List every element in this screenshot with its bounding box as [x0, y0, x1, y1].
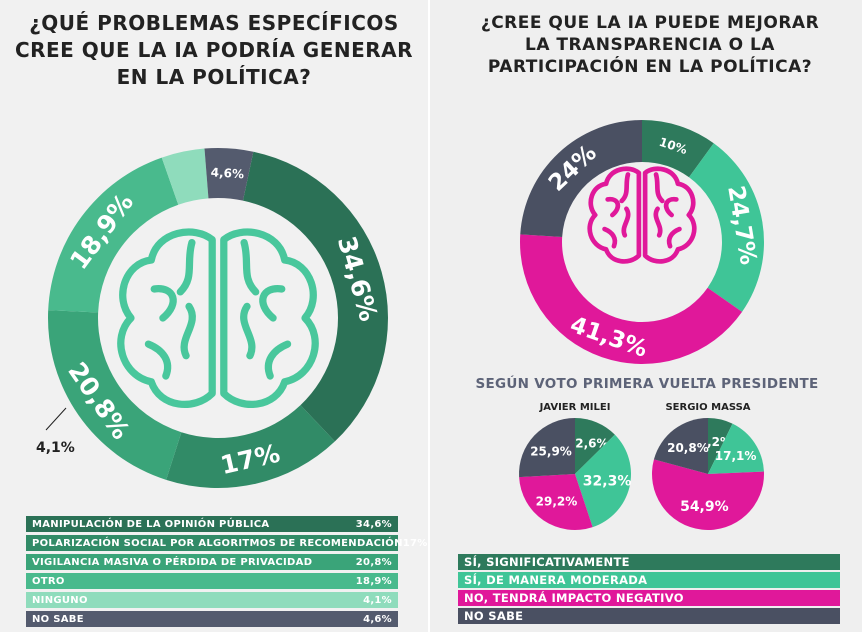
slice-2: [689, 143, 764, 312]
legend-row: SÍ, DE MANERA MODERADA: [458, 572, 840, 588]
slice-3: [519, 474, 593, 530]
legend-row: NO SABE: [458, 608, 840, 624]
title-line: LA TRANSPARENCIA O LA: [525, 35, 775, 55]
legend-row: NINGUNO 4,1%: [26, 592, 398, 608]
legend-label: OTRO: [32, 575, 65, 587]
slice-label-3: 29,2%: [536, 494, 578, 508]
legend-label: SÍ, DE MANERA MODERADA: [464, 573, 648, 587]
legend-row: POLARIZACIÓN SOCIAL POR ALGORITMOS DE RE…: [26, 535, 427, 551]
slice-label-2: 32,3%: [583, 474, 632, 490]
title-line: EN LA POLÍTICA?: [116, 65, 312, 89]
leader-line: [45, 407, 67, 431]
slice-label-4: 20,8%: [667, 441, 709, 455]
slice-4: [520, 120, 642, 237]
slice-3: [47, 310, 182, 480]
slice-1: [642, 120, 714, 178]
brain-icon: [117, 228, 319, 408]
candidate-label-massa: SERGIO MASSA: [665, 402, 751, 413]
title-line: CREE QUE LA IA PODRÍA GENERAR: [14, 38, 414, 62]
legend-label: MANIPULACIÓN DE LA OPINIÓN PÚBLICA: [32, 518, 270, 530]
legend-row: OTRO 18,9%: [26, 573, 398, 589]
candidate-label-milei: JAVIER MILEI: [539, 402, 611, 413]
brain-icon: [587, 166, 697, 264]
problems-legend: MANIPULACIÓN DE LA OPINIÓN PÚBLICA 34,6%…: [26, 516, 427, 630]
legend-value: 4,1%: [363, 594, 392, 606]
massa-pie-chart: 7,2%17,1%54,9%20,8%: [651, 418, 764, 531]
legend-label: POLARIZACIÓN SOCIAL POR ALGORITMOS DE RE…: [32, 537, 403, 549]
milei-pie-chart: 12,6% 32,3% 29,2% 25,9%: [519, 418, 631, 530]
slice-3: [651, 459, 764, 531]
slice-5: [161, 148, 209, 205]
legend-value: 17%: [402, 537, 428, 549]
slice-6: [204, 148, 254, 201]
legend-value: 18,9%: [355, 575, 392, 587]
title-line: ¿QUÉ PROBLEMAS ESPECÍFICOS: [29, 11, 399, 35]
slice-4: [653, 418, 708, 474]
slice-1: [242, 151, 389, 442]
left-chart-title: ¿QUÉ PROBLEMAS ESPECÍFICOS CREE QUE LA I…: [14, 10, 414, 91]
panel-divider: [428, 0, 430, 632]
legend-row: NO SABE 4,6%: [26, 611, 398, 627]
legend-value: 34,6%: [355, 518, 392, 530]
slice-3: [520, 234, 743, 365]
legend-label: SÍ, SIGNIFICATIVAMENTE: [464, 555, 630, 569]
transparency-legend: SÍ, SIGNIFICATIVAMENTE SÍ, DE MANERA MOD…: [458, 554, 840, 626]
slice-label-3: 54,9%: [680, 499, 729, 515]
slice-1: [708, 418, 733, 474]
slice-4: [48, 157, 179, 313]
right-chart-title: ¿CREE QUE LA IA PUEDE MEJORAR LA TRANSPA…: [470, 12, 830, 78]
legend-row: NO, TENDRÁ IMPACTO NEGATIVO: [458, 590, 840, 606]
legend-label: NO SABE: [32, 613, 84, 625]
slice-2: [708, 423, 764, 474]
title-line: ¿CREE QUE LA IA PUEDE MEJORAR: [480, 13, 820, 33]
right-panel: [430, 0, 862, 632]
legend-row: VIGILANCIA MASIVA O PÉRDIDA DE PRIVACIDA…: [26, 554, 398, 570]
legend-label: NO, TENDRÁ IMPACTO NEGATIVO: [464, 591, 684, 605]
slice-label-4: 25,9%: [530, 444, 572, 458]
legend-label: VIGILANCIA MASIVA O PÉRDIDA DE PRIVACIDA…: [32, 556, 313, 568]
legend-label: NO SABE: [464, 609, 524, 623]
slice-2: [575, 434, 631, 528]
slice-label-1: 12,6%: [567, 437, 609, 451]
slice-4: [519, 418, 575, 478]
legend-row: MANIPULACIÓN DE LA OPINIÓN PÚBLICA 34,6%: [26, 516, 398, 532]
legend-value: 20,8%: [355, 556, 392, 568]
problems-donut-chart: 34,6%17%20,8%18,9%4,6%: [47, 148, 389, 489]
transparency-donut-chart: 10%24,7%41,3%24%: [520, 120, 764, 365]
outside-slice-label: 4,1%: [36, 440, 75, 456]
slice-2: [166, 405, 335, 489]
legend-row: SÍ, SIGNIFICATIVAMENTE: [458, 554, 840, 570]
slice-label-2: 17,1%: [715, 449, 757, 463]
legend-label: NINGUNO: [32, 594, 88, 606]
slice-label-6: 4,6%: [210, 165, 244, 181]
title-line: PARTICIPACIÓN EN LA POLÍTICA?: [487, 57, 813, 77]
legend-value: 4,6%: [363, 613, 392, 625]
slice-1: [575, 418, 615, 474]
breakdown-subtitle: SEGÚN VOTO PRIMERA VUELTA PRESIDENTE: [475, 376, 819, 392]
